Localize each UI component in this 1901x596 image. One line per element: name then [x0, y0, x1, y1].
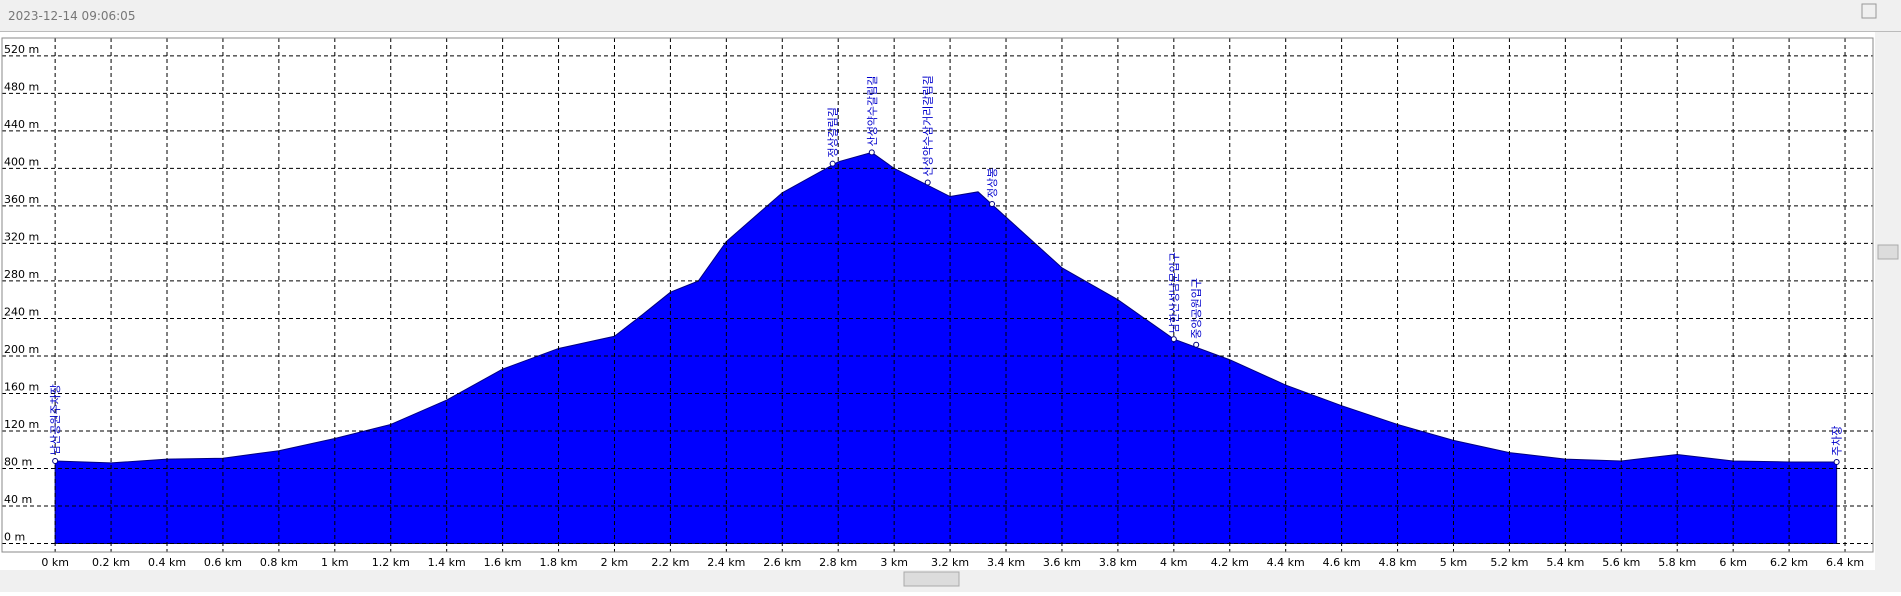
waypoint — [924, 179, 931, 186]
scroll-thumb[interactable] — [1877, 244, 1899, 260]
close-button[interactable] — [1861, 3, 1877, 19]
x-tick-label: 5.8 km — [1658, 556, 1696, 569]
x-tick-label: 6.2 km — [1770, 556, 1808, 569]
waypoint-label: 남한산성남문입구 — [1168, 252, 1181, 333]
waypoint-label: 남산공원주차장 — [49, 384, 62, 455]
waypoint-label: 주차장 — [1831, 426, 1844, 456]
x-tick-label: 1 km — [321, 556, 349, 569]
x-tick-label: 5.6 km — [1602, 556, 1640, 569]
x-tick-label: 2.4 km — [707, 556, 745, 569]
x-tick-label: 1.8 km — [540, 556, 578, 569]
x-tick-label: 0.2 km — [92, 556, 130, 569]
y-tick-label: 40 m — [4, 493, 32, 506]
y-tick-label: 0 m — [4, 531, 25, 544]
x-tick-label: 4.2 km — [1211, 556, 1249, 569]
plot-border — [1, 37, 1874, 553]
x-tick-label: 1.4 km — [428, 556, 466, 569]
x-tick-label: 5 km — [1440, 556, 1468, 569]
y-tick-label: 280 m — [4, 268, 39, 281]
x-tick-label: 1.2 km — [372, 556, 410, 569]
x-tick-label: 4 km — [1160, 556, 1188, 569]
y-tick-label: 240 m — [4, 305, 39, 318]
waypoint-label: 산성약수갈림길 — [865, 76, 879, 147]
y-tick-label: 120 m — [4, 418, 39, 431]
waypoint-label: 정상갈림길 — [826, 107, 840, 158]
waypoint — [989, 201, 996, 208]
x-tick-label: 3.2 km — [931, 556, 969, 569]
waypoint — [829, 160, 836, 167]
x-tick-label: 2 km — [601, 556, 629, 569]
x-tick-label: 0.6 km — [204, 556, 242, 569]
waypoint — [868, 149, 875, 156]
x-tick-label: 1.6 km — [484, 556, 522, 569]
waypoint — [1170, 336, 1177, 343]
x-tick-label: 4.6 km — [1323, 556, 1361, 569]
waypoint-label: 산성약수삼거리갈림길 — [921, 75, 935, 176]
x-tick-label: 3.6 km — [1043, 556, 1081, 569]
waypoint — [1833, 458, 1840, 465]
window-title: 2023-12-14 09:06:05 — [8, 9, 135, 23]
waypoint — [1193, 341, 1200, 348]
y-tick-label: 440 m — [4, 118, 39, 131]
vertical-scrollbar[interactable] — [1875, 32, 1901, 572]
x-tick-label: 2.6 km — [763, 556, 801, 569]
x-tick-label: 0.4 km — [148, 556, 186, 569]
y-tick-label: 360 m — [4, 193, 39, 206]
plot: 0 km 0.2 km 0.4 km 0.6 km 0.8 km 1 km 1.2 km 1.… — [1, 37, 1874, 569]
x-tick-label: 6.4 km — [1826, 556, 1864, 569]
x-tick-label: 2.8 km — [819, 556, 857, 569]
x-tick-label: 3.8 km — [1099, 556, 1137, 569]
x-tick-label: 6 km — [1719, 556, 1747, 569]
x-tick-label: 2.2 km — [651, 556, 689, 569]
title-bar — [0, 0, 1901, 32]
x-tick-label: 3.4 km — [987, 556, 1025, 569]
x-tick-label: 4.4 km — [1267, 556, 1305, 569]
waypoint-label: 중앙공원입구 — [1190, 278, 1203, 339]
x-tick-label: 5.4 km — [1546, 556, 1584, 569]
x-tick-label: 4.8 km — [1379, 556, 1417, 569]
y-tick-label: 400 m — [4, 155, 39, 168]
y-tick-label: 80 m — [4, 456, 32, 469]
waypoint-label: 정상봉 — [986, 168, 999, 198]
elevation-area — [54, 151, 1838, 545]
x-tick-label: 3 km — [880, 556, 908, 569]
y-tick-label: 520 m — [4, 43, 39, 56]
x-tick-label: 0.8 km — [260, 556, 298, 569]
x-tick-label: 0 km — [41, 556, 69, 569]
x-tick-label: 5.2 km — [1490, 556, 1528, 569]
waypoint — [52, 458, 59, 465]
y-tick-label: 320 m — [4, 230, 39, 243]
h-scroll-thumb[interactable] — [903, 571, 960, 587]
y-tick-label: 160 m — [4, 380, 39, 393]
y-tick-label: 200 m — [4, 343, 39, 356]
y-tick-label: 480 m — [4, 80, 39, 93]
